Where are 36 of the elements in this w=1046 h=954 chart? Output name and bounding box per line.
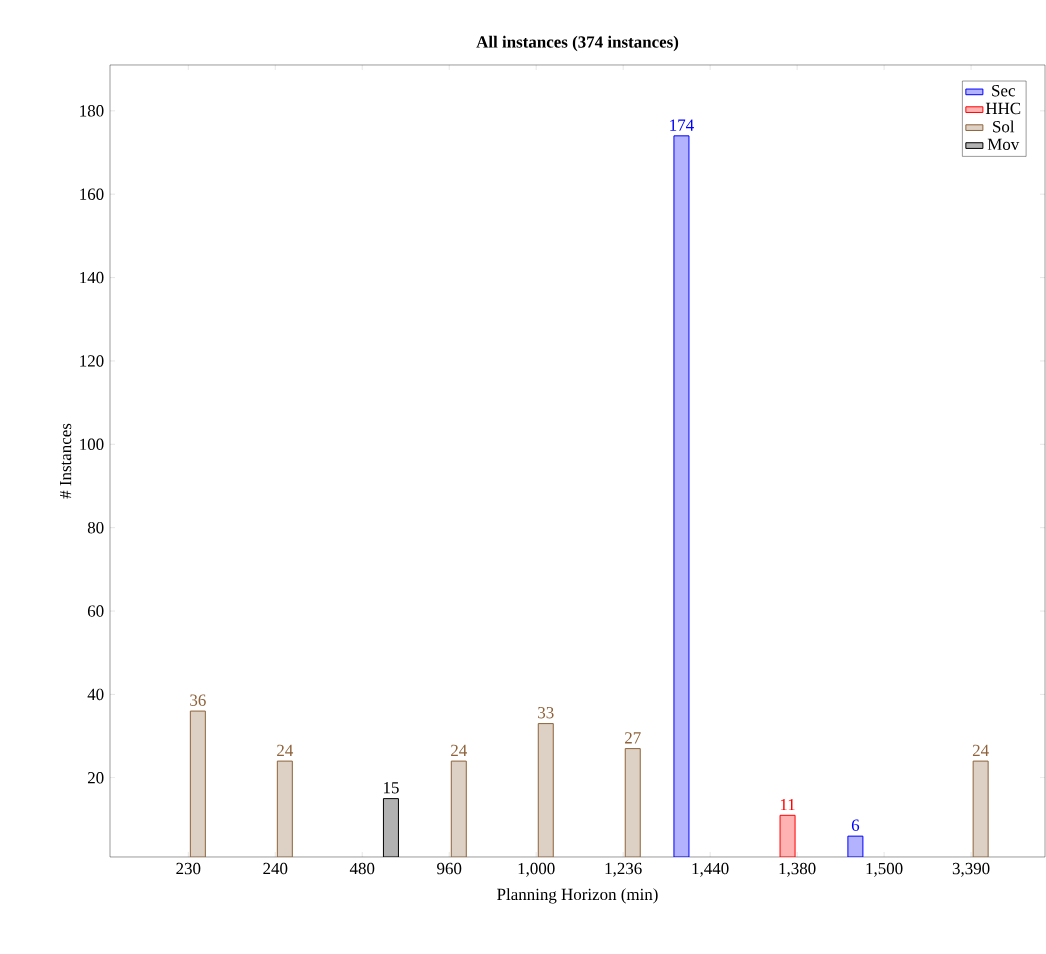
x-tick-label: 1,380 [779, 862, 816, 877]
x-tick-label: 230 [176, 862, 201, 875]
y-tick-label: 40 [87, 688, 104, 701]
data-label: 174 [670, 119, 694, 131]
x-tick-label: 1,440 [692, 862, 729, 877]
y-tick-label: 80 [87, 521, 104, 534]
y-axis-title: # Instances [60, 423, 72, 499]
x-tick-label: 1,500 [866, 862, 903, 877]
y-tick-label: 100 [80, 438, 104, 451]
legend-label: Mov [987, 138, 1020, 151]
data-label: 11 [780, 798, 795, 811]
legend-label: Sec [992, 85, 1015, 97]
x-axis-title: Planning Horizon (min) [497, 888, 658, 904]
legend-label: HHC [985, 102, 1021, 115]
data-label: 24 [277, 744, 294, 756]
legend-label: Sol [993, 120, 1015, 133]
data-label: 15 [383, 782, 399, 794]
x-tick-label: 480 [349, 862, 375, 875]
y-tick-label: 60 [87, 605, 104, 617]
chart-title: All instances (374 instances) [476, 35, 679, 52]
data-label: 24 [972, 744, 989, 756]
data-label: 24 [451, 744, 467, 756]
data-label: 6 [851, 819, 860, 831]
x-tick-label: 1,000 [518, 862, 555, 877]
data-label: 33 [538, 707, 554, 719]
y-tick-label: 160 [80, 188, 104, 200]
data-label: 27 [625, 732, 641, 744]
x-tick-label: 1,236 [605, 862, 642, 877]
y-tick-label: 140 [80, 271, 104, 284]
data-label: 36 [190, 694, 206, 706]
y-tick-label: 180 [80, 105, 104, 117]
y-tick-label: 120 [80, 355, 104, 367]
x-tick-label: 240 [263, 862, 288, 875]
y-tick-label: 20 [87, 772, 104, 784]
x-tick-label: 3,390 [952, 862, 990, 877]
x-tick-label: 960 [437, 862, 462, 875]
